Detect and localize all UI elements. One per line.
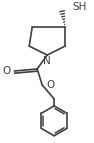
Text: O: O: [46, 80, 54, 90]
Text: O: O: [2, 66, 10, 76]
Text: N: N: [43, 56, 51, 66]
Text: SH: SH: [72, 2, 86, 12]
